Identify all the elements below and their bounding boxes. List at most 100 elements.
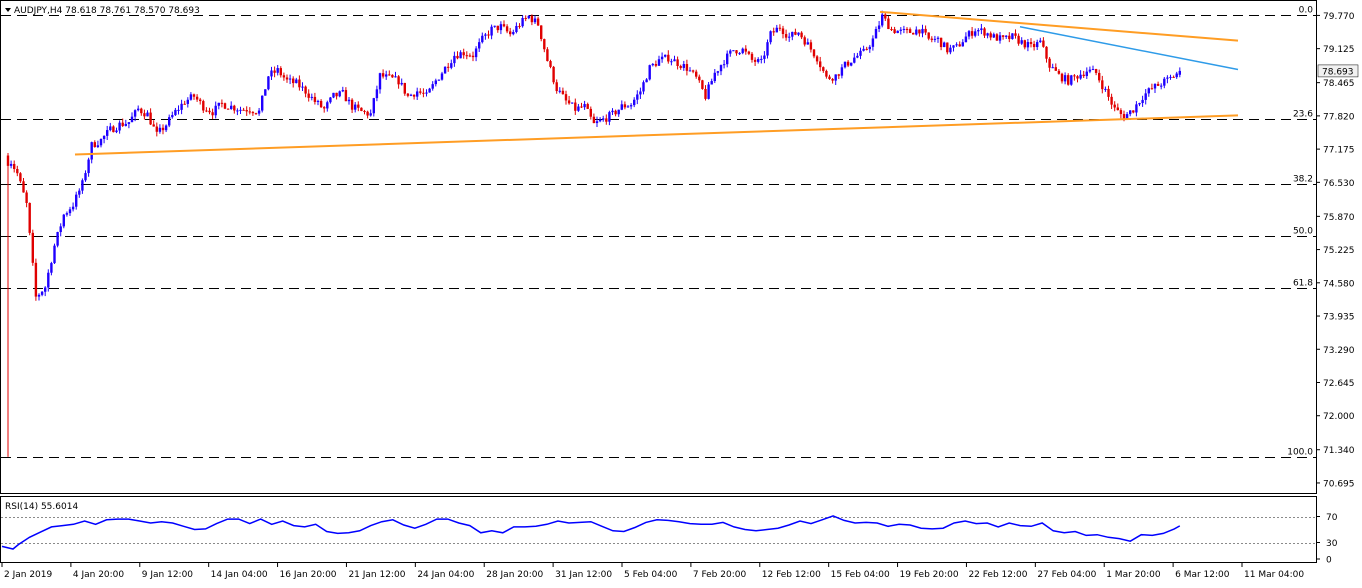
fib-level-label: 23.6 (1293, 110, 1313, 120)
time-tick-label: 15 Feb 04:00 (831, 570, 890, 580)
candle-body (93, 142, 96, 148)
candle-body (437, 79, 441, 81)
candle-body (896, 30, 899, 34)
candle-body (543, 39, 546, 50)
candle-body (877, 25, 881, 30)
candle-body (853, 57, 856, 63)
chart-title: AUDJPY,H4 78.618 78.761 78.570 78.693 (5, 6, 200, 16)
candle-body (502, 24, 506, 27)
candle-body (505, 26, 509, 32)
candle-body (769, 31, 772, 43)
candle-body (456, 55, 459, 59)
price-tick-label: 76.530 (1323, 179, 1355, 189)
candle-body (282, 75, 286, 78)
candle-body (416, 91, 419, 97)
candle-body (487, 34, 490, 36)
candle-body (127, 122, 131, 124)
rsi-tick-label: 0 (1326, 556, 1332, 566)
candle-body (406, 93, 410, 96)
candle-body (902, 28, 906, 30)
candle-body (515, 25, 518, 33)
candle-body (856, 55, 859, 58)
candle-body (47, 272, 50, 288)
candle-body (499, 24, 503, 31)
time-tick-label: 24 Jan 04:00 (417, 570, 474, 580)
candle-body (998, 35, 1002, 41)
time-axis: 2 Jan 2019 4 Jan 20:00 9 Jan 12:00 14 Jan 0… (1, 563, 1304, 580)
candle-body (620, 104, 623, 110)
candle-body (546, 49, 549, 62)
candle-body (1060, 73, 1064, 82)
candle-body (84, 173, 87, 181)
candle-body (803, 37, 806, 45)
dropdown-triangle-icon[interactable] (5, 8, 11, 12)
time-tick-label: 11 Mar 04:00 (1244, 570, 1304, 580)
candle-body (217, 102, 220, 106)
candle-body (474, 48, 478, 58)
candle-body (205, 110, 208, 112)
candle-body (639, 91, 642, 95)
candle-body (750, 53, 754, 60)
candle-body (648, 65, 651, 80)
candle-body (626, 106, 630, 108)
candle-body (698, 76, 701, 81)
candle-body (964, 36, 968, 43)
time-tick-label: 22 Feb 12:00 (968, 570, 1027, 580)
candle-body (1026, 42, 1030, 48)
candle-body (623, 104, 627, 108)
candle-body (682, 64, 685, 68)
candle-body (921, 28, 924, 34)
candle-body (890, 29, 893, 31)
candle-body (1094, 69, 1098, 73)
candle-body (394, 76, 397, 78)
candle-body (701, 80, 704, 89)
candle-body (357, 104, 360, 108)
time-tick-label: 4 Jan 20:00 (73, 570, 125, 580)
candle-body (1023, 40, 1026, 48)
candle-body (78, 190, 81, 195)
candle-body (654, 64, 658, 66)
candle-body (722, 64, 726, 66)
candle-body (378, 73, 382, 90)
candle-body (970, 31, 974, 36)
candle-body (37, 294, 41, 297)
candle-body (617, 109, 620, 115)
candle-body (208, 110, 211, 113)
candle-body (778, 27, 782, 29)
candle-body (1001, 35, 1005, 37)
candle-body (273, 70, 276, 73)
fibonacci-levels: 0.0 23.6 38.2 50.0 61.8 100.0 (1, 6, 1316, 458)
candle-body (561, 90, 565, 95)
candle-body (989, 33, 992, 38)
price-tick-label: 72.645 (1323, 379, 1355, 389)
candle-body (608, 112, 611, 122)
candle-body (443, 66, 447, 74)
price-tick-label: 72.000 (1323, 412, 1355, 422)
candle-body (133, 110, 137, 117)
candle-body (772, 31, 775, 33)
candle-body (673, 59, 676, 62)
candle-body (1147, 88, 1150, 94)
candle-body (493, 25, 496, 27)
candle-body (440, 73, 444, 80)
candle-body (791, 31, 794, 37)
price-tick-label: 77.820 (1323, 112, 1355, 122)
candle-body (949, 47, 952, 53)
candle-body (667, 54, 670, 62)
candle-body (391, 74, 394, 78)
candle-body (1098, 72, 1101, 81)
candle-body (577, 106, 580, 111)
candle-body (992, 34, 995, 38)
candle-body (143, 113, 146, 117)
candle-body (1079, 74, 1082, 79)
candle-body (704, 88, 707, 99)
candle-body (323, 107, 326, 109)
candle-body (961, 42, 964, 47)
candle-body (664, 54, 667, 57)
candle-body (732, 50, 735, 52)
candle-body (68, 209, 72, 214)
candle-body (50, 263, 53, 273)
price-tick-label: 77.175 (1323, 146, 1355, 156)
